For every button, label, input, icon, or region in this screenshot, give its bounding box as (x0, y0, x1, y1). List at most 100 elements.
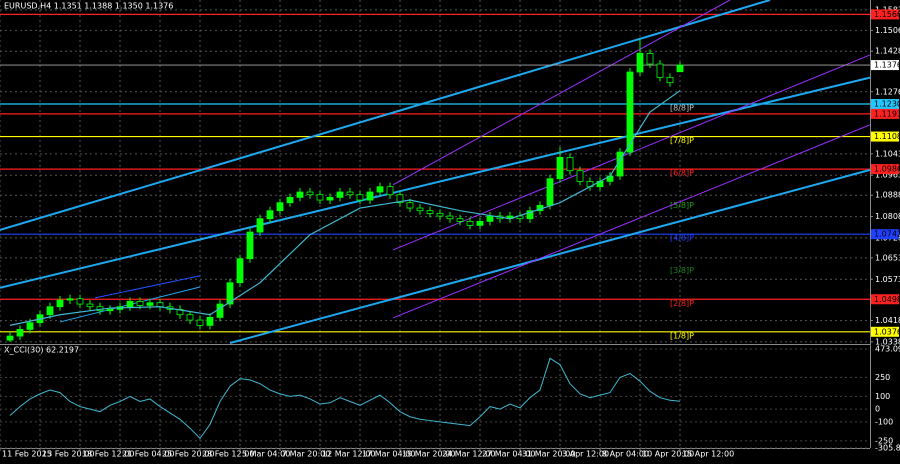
candle-body (476, 220, 484, 226)
candle-body (206, 316, 214, 326)
y-tick-label: 1.1276 (875, 87, 900, 96)
level-box (871, 131, 899, 142)
x-tick-label: 12 Mar 12:00 (322, 450, 375, 459)
candle-body (576, 170, 584, 182)
candle-body (276, 202, 284, 212)
candle-body (146, 302, 154, 306)
candle-body (636, 52, 644, 73)
x-tick-label: 27 Mar 04:00 (482, 450, 535, 459)
candle-body (466, 220, 474, 226)
cci-tick-label: 100 (875, 392, 890, 401)
candle-body (556, 156, 564, 180)
candle-body (626, 71, 634, 153)
murray-label: [2/8]P (670, 299, 694, 308)
x-tick-label: 31 Mar 20:00 (522, 450, 575, 459)
y-tick-label: 1.0808 (875, 212, 900, 221)
candle-body (196, 319, 204, 326)
y-tick-label: 1.0573 (875, 275, 900, 284)
x-tick-label: 18 Feb 12:00 (82, 450, 134, 459)
candle-body (6, 335, 14, 341)
x-tick-label: 21 Feb 04:00 (122, 450, 174, 459)
level-label: 1.0742 (874, 230, 900, 239)
level-box (871, 294, 899, 305)
murray-label: [1/8]P (670, 331, 694, 340)
candle-body (256, 218, 264, 233)
x-tick-label: 13 Feb 20:00 (42, 450, 94, 459)
y-tick-label: 1.0963 (875, 171, 900, 180)
candle-body (286, 196, 294, 204)
candle-body (456, 218, 464, 222)
x-tick-label: 28 Feb 12:00 (202, 450, 254, 459)
bid-label: 1.1376 (874, 61, 900, 70)
x-tick-label: 10 Apr 20:00 (642, 450, 694, 459)
candle-body (106, 308, 114, 312)
trend-line (0, 0, 771, 231)
cci-tick-label: 250 (875, 373, 890, 382)
candle-body (296, 191, 304, 198)
y-tick-label: 1.1043 (875, 149, 900, 158)
candle-body (436, 212, 444, 217)
level-box (871, 9, 899, 20)
x-tick-label: 19 Mar 20:00 (402, 450, 455, 459)
candle-body (526, 210, 534, 220)
murray-label: [6/8]P (670, 169, 694, 178)
candle-body (356, 194, 364, 201)
level-box (871, 108, 899, 119)
trend-line (0, 76, 871, 289)
x-tick-label: 7 Mar 20:00 (282, 450, 330, 459)
candle-body (236, 258, 244, 284)
level-label: 1.1566 (874, 10, 900, 19)
trend-line (94, 275, 201, 299)
cci-line (9, 357, 681, 440)
candle-body (666, 76, 674, 84)
x-tick-label: 25 Feb 20:00 (162, 450, 214, 459)
level-label: 1.0498 (874, 295, 900, 304)
trend-line (392, 124, 871, 319)
candle-body (676, 64, 684, 73)
candle-body (486, 215, 494, 222)
candle-body (266, 210, 274, 220)
y-tick-label: 1.0418 (875, 316, 900, 325)
candle-body (566, 156, 574, 172)
level-box (871, 326, 899, 337)
x-tick-label: 24 Mar 12:00 (442, 450, 495, 459)
cci-tick-label: -100 (875, 417, 893, 426)
candle-body (346, 191, 354, 196)
x-tick-label: 3 Apr 12:00 (562, 450, 609, 459)
cci-tick-label: -305.8679 (875, 444, 900, 453)
candle-body (56, 299, 64, 308)
candle-body (226, 282, 234, 305)
candle-body (376, 186, 384, 193)
murray-label: [5/8]P (670, 201, 694, 210)
x-tick-label: 17 Mar 04:00 (362, 450, 415, 459)
y-tick-label: 1.1428 (875, 47, 900, 56)
moving-average (9, 90, 681, 326)
x-tick-label: 11 Feb 2025 (2, 450, 52, 459)
candle-body (306, 191, 314, 196)
trend-line (229, 168, 871, 344)
candle-body (46, 306, 54, 316)
level-label: 1.1230 (874, 100, 900, 109)
murray-label: [8/8]P (670, 104, 694, 113)
level-box (871, 164, 899, 175)
candle-body (446, 215, 454, 220)
candle-body (136, 300, 144, 306)
y-tick-label: 1.1506 (875, 26, 900, 35)
y-tick-label: 1.0338 (875, 337, 900, 346)
candle-body (326, 196, 334, 201)
level-label: 1.1193 (874, 109, 900, 118)
level-box (871, 229, 899, 240)
candle-body (386, 186, 394, 196)
candle-body (316, 194, 324, 201)
candle-body (426, 210, 434, 214)
x-tick-label: 8 Apr 04:00 (602, 450, 649, 459)
candle-body (396, 194, 404, 204)
cci-title: X_CCI(30) 62.2197 (4, 346, 79, 355)
murray-label: [7/8]P (670, 136, 694, 145)
level-label: 1.0986 (874, 165, 900, 174)
y-tick-label: 1.0888 (875, 191, 900, 200)
candle-body (656, 63, 664, 78)
candle-body (366, 191, 374, 201)
